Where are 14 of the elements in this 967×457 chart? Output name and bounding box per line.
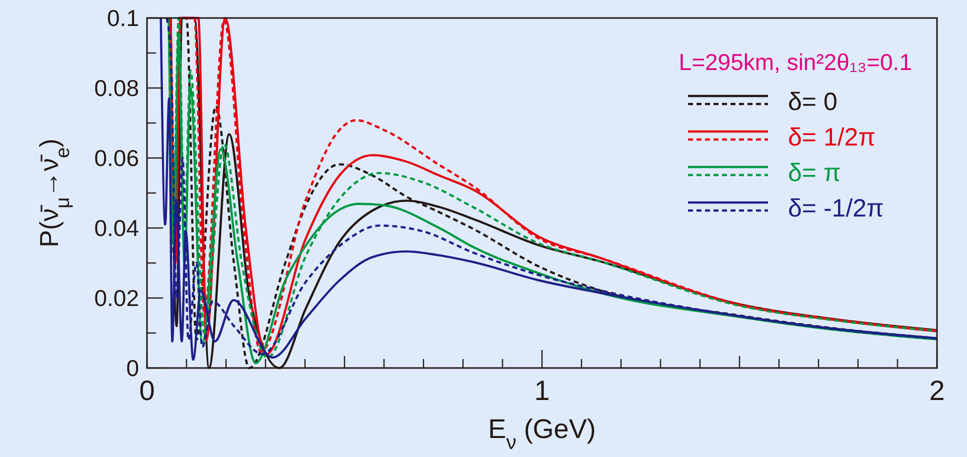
- y-tick-label: 0.1: [107, 5, 139, 31]
- legend-label: δ= 1/2π: [788, 124, 876, 152]
- y-tick-label: 0.02: [94, 285, 139, 311]
- y-tick-label: 0.06: [94, 145, 139, 171]
- y-tick-label: 0: [126, 355, 139, 381]
- legend-label: δ= 0: [788, 88, 838, 116]
- x-axis-title: E$_{ν}$ (GeV): [488, 414, 596, 454]
- legend-label: δ= π: [788, 159, 841, 187]
- annotation: L=295km, sin²2θ₁₃=0.1: [678, 49, 912, 75]
- y-tick-label: 0.04: [94, 215, 140, 241]
- x-tick-label: 1: [534, 375, 550, 406]
- legend-label: δ= -1/2π: [788, 194, 884, 222]
- y-tick-label: 0.08: [94, 75, 139, 101]
- x-tick-label: 2: [929, 375, 945, 406]
